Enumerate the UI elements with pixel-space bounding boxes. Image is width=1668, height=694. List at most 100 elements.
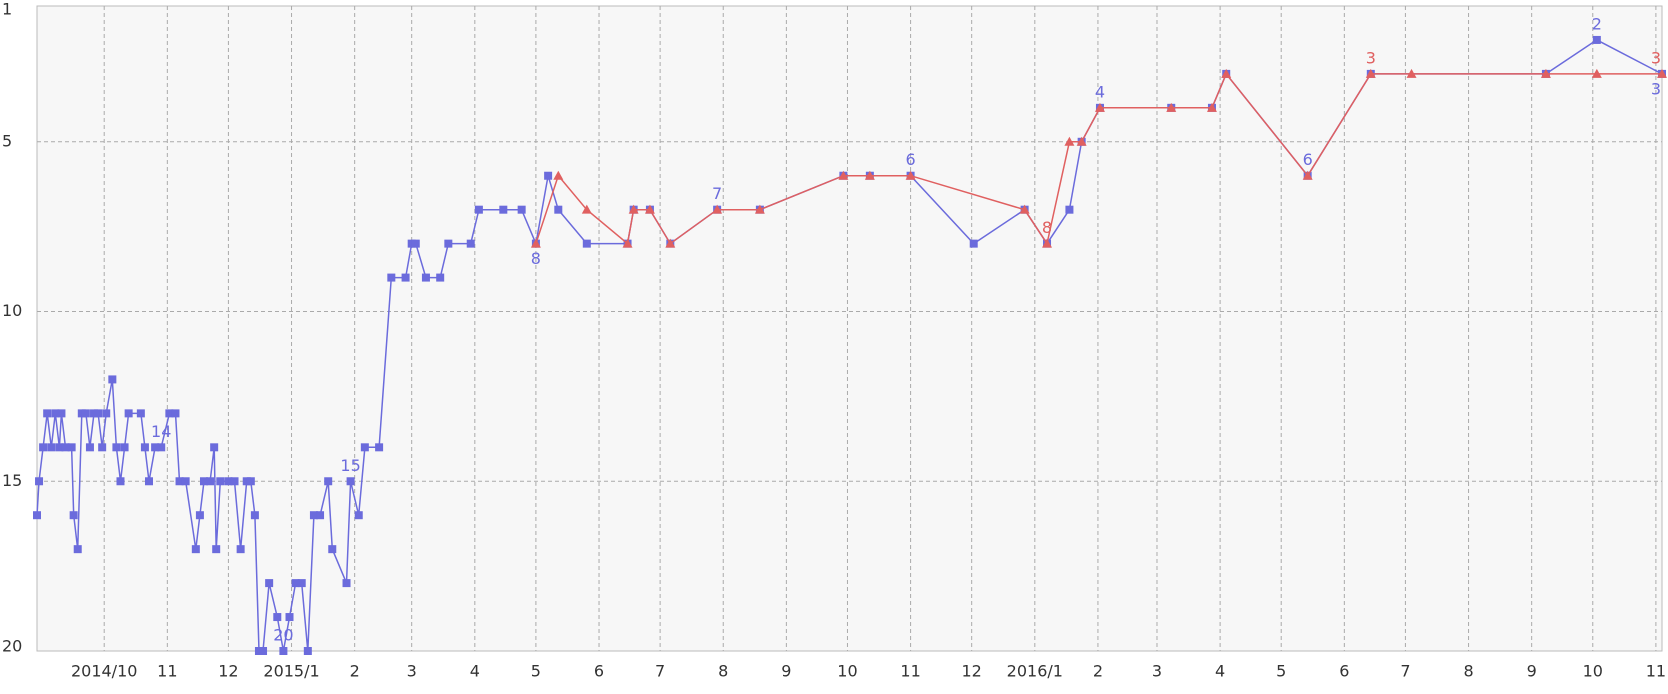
point-marker	[85, 443, 94, 452]
x-tick-label: 12	[962, 662, 982, 681]
y-tick-label: 5	[2, 131, 12, 150]
point-marker	[1591, 68, 1602, 78]
point-marker	[581, 204, 592, 214]
x-tick-label: 11	[157, 662, 177, 681]
point-marker	[254, 647, 263, 655]
point-marker	[102, 409, 111, 418]
y-tick-label: 20	[2, 637, 22, 656]
point-marker	[116, 477, 125, 486]
x-tick-label: 11	[1646, 662, 1666, 681]
point-marker	[474, 205, 483, 214]
plot-area	[36, 5, 1663, 652]
point-marker	[316, 511, 325, 520]
point-marker	[517, 205, 526, 214]
point-marker	[285, 613, 294, 622]
data-label: 6	[1303, 150, 1313, 169]
point-marker	[98, 443, 107, 452]
point-marker	[175, 477, 184, 486]
x-tick-label: 9	[781, 662, 791, 681]
x-tick-label: 10	[837, 662, 857, 681]
point-marker	[265, 579, 274, 588]
point-marker	[324, 477, 333, 486]
x-tick-label: 11	[900, 662, 920, 681]
x-tick-label: 3	[1152, 662, 1162, 681]
point-marker	[246, 477, 255, 486]
point-marker	[375, 443, 384, 452]
point-marker	[191, 545, 200, 554]
x-tick-label: 8	[718, 662, 728, 681]
data-label: 3	[1651, 48, 1661, 67]
point-marker	[108, 375, 117, 384]
point-marker	[55, 443, 64, 452]
point-marker	[297, 579, 306, 588]
point-marker	[553, 170, 564, 180]
x-tick-label: 2014/10	[71, 662, 137, 681]
point-marker	[303, 647, 312, 655]
point-marker	[1166, 102, 1177, 112]
point-marker	[411, 239, 420, 248]
point-marker	[195, 511, 204, 520]
x-tick-label: 2015/1	[263, 662, 319, 681]
point-marker	[112, 443, 121, 452]
y-tick-label: 10	[2, 301, 22, 320]
point-marker	[1540, 68, 1551, 78]
point-marker	[544, 171, 553, 180]
point-marker	[120, 443, 129, 452]
y-tick-label: 1	[2, 0, 12, 19]
x-tick-label: 7	[1400, 662, 1410, 681]
point-marker	[905, 170, 916, 180]
x-tick-label: 9	[1527, 662, 1537, 681]
point-marker	[35, 477, 44, 486]
point-marker	[224, 477, 233, 486]
point-marker	[754, 204, 765, 214]
data-label: 2	[1592, 14, 1602, 33]
point-marker	[387, 273, 396, 282]
point-marker	[1365, 68, 1376, 78]
point-marker	[210, 443, 219, 452]
point-marker	[328, 545, 337, 554]
point-marker	[242, 477, 251, 486]
x-tick-label: 6	[594, 662, 604, 681]
point-marker	[259, 647, 268, 655]
point-marker	[622, 238, 633, 248]
point-marker	[628, 204, 639, 214]
point-marker	[1406, 68, 1417, 78]
data-label: 7	[712, 184, 722, 203]
data-label: 3	[1651, 79, 1661, 98]
data-label: 3	[1366, 48, 1376, 67]
point-marker	[346, 477, 355, 486]
point-marker	[1065, 205, 1074, 214]
point-marker	[554, 205, 563, 214]
point-marker	[466, 239, 475, 248]
point-marker	[171, 409, 180, 418]
point-marker	[291, 579, 300, 588]
point-marker	[644, 204, 655, 214]
point-marker	[864, 170, 875, 180]
point-marker	[67, 443, 76, 452]
point-marker	[77, 409, 86, 418]
point-marker	[90, 409, 99, 418]
point-marker	[279, 647, 288, 655]
data-label: 8	[531, 249, 541, 268]
point-marker	[1206, 102, 1217, 112]
x-tick-label: 8	[1463, 662, 1473, 681]
point-marker	[199, 477, 208, 486]
point-marker	[360, 443, 369, 452]
point-marker	[1042, 238, 1053, 248]
point-marker	[151, 443, 160, 452]
point-marker	[530, 238, 541, 248]
x-tick-label: 6	[1339, 662, 1349, 681]
data-label: 14	[151, 422, 171, 441]
point-marker	[157, 443, 166, 452]
point-marker	[1094, 102, 1105, 112]
point-marker	[33, 511, 41, 520]
x-tick-label: 2016/1	[1007, 662, 1063, 681]
point-marker	[81, 409, 90, 418]
point-marker	[140, 443, 149, 452]
point-marker	[1076, 136, 1087, 146]
point-marker	[582, 239, 591, 248]
point-marker	[181, 477, 190, 486]
point-marker	[401, 273, 410, 282]
